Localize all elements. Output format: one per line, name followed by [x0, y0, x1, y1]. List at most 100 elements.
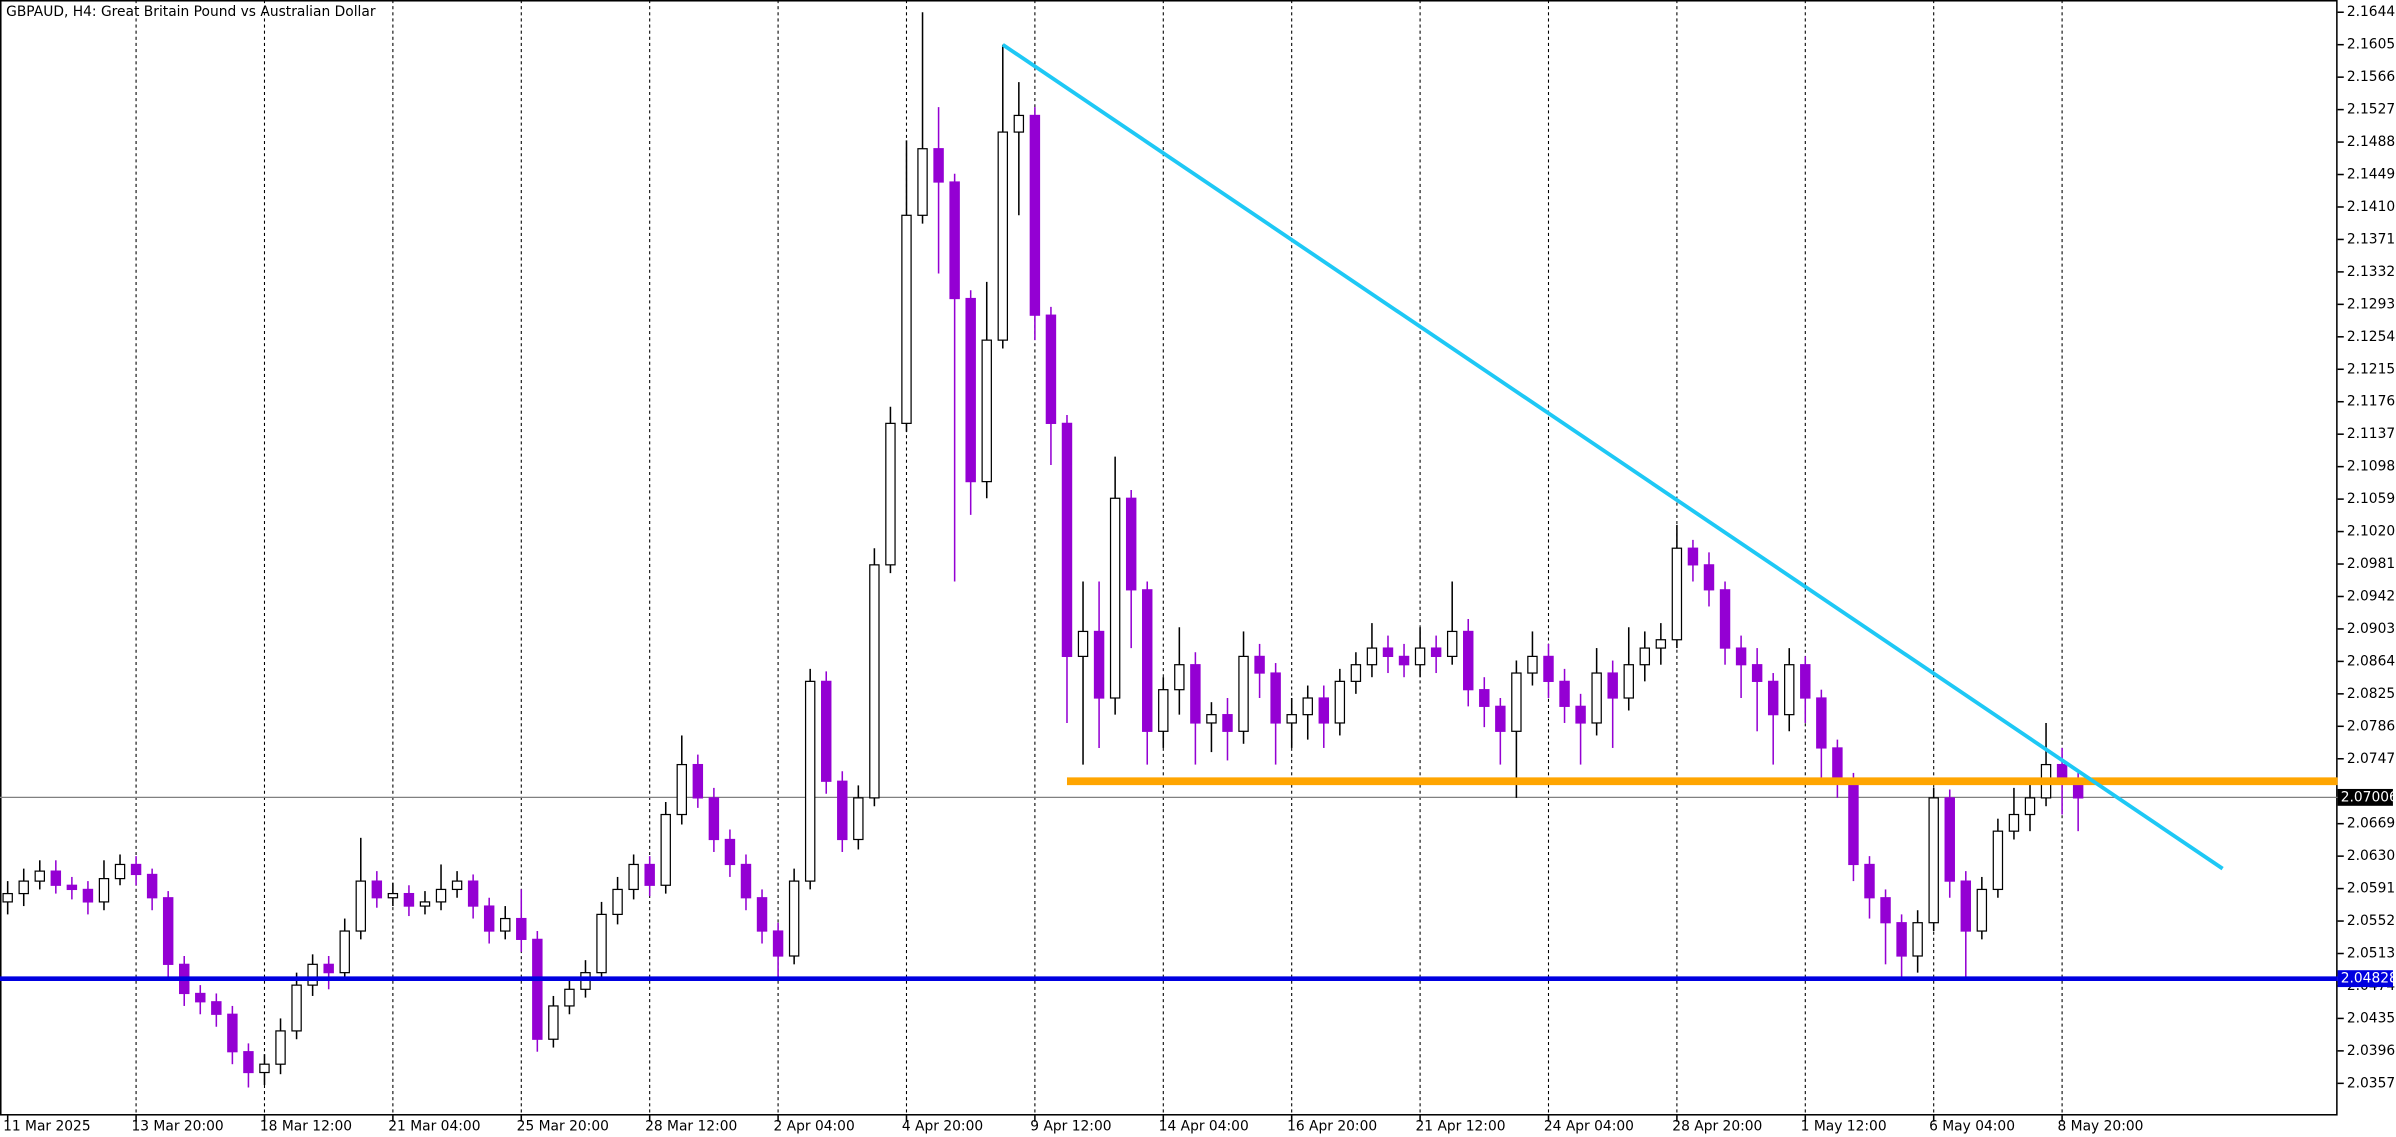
candle-body	[1270, 672, 1281, 724]
candle-body	[1575, 705, 1586, 724]
candle-body	[1767, 680, 1779, 716]
candle-body	[1463, 630, 1474, 691]
candle-body	[1912, 922, 1923, 957]
y-tick-label: 2.09810	[2347, 556, 2396, 572]
y-tick-label: 2.16440	[2347, 4, 2396, 20]
candle-body	[275, 1030, 286, 1065]
candle-body	[853, 797, 864, 841]
candle-body	[917, 148, 928, 216]
y-tick-label: 2.10200	[2347, 524, 2396, 540]
y-tick-label: 2.09030	[2347, 621, 2396, 637]
y-tick-label: 2.10980	[2347, 459, 2396, 475]
x-tick-label: 28 Mar 12:00	[645, 1118, 737, 1134]
candle-body	[1896, 922, 1907, 957]
candle-body	[1543, 655, 1554, 682]
candle-body	[1880, 897, 1891, 924]
candle-body	[1479, 689, 1490, 707]
candle-body	[1687, 547, 1699, 566]
candle-body	[1607, 672, 1618, 699]
candle-body	[949, 181, 960, 300]
candle-body	[1350, 664, 1362, 682]
candle-body	[467, 880, 479, 907]
candle-body	[869, 564, 880, 799]
candle-body	[885, 422, 896, 566]
x-tick-label: 21 Apr 12:00	[1415, 1118, 1505, 1134]
candle-body	[692, 763, 704, 799]
candle-body	[66, 884, 78, 891]
candle-body	[1158, 689, 1169, 732]
candle-body	[500, 917, 511, 932]
candle-body	[1976, 888, 1988, 932]
chart-title: GBPAUD, H4: Great Britain Pound vs Austr…	[6, 4, 376, 20]
candle-body	[532, 938, 543, 1040]
y-tick-label: 2.15270	[2347, 102, 2396, 118]
y-tick-label: 2.06690	[2347, 816, 2396, 832]
candle-body	[1511, 672, 1522, 732]
candle-body	[1960, 880, 1972, 932]
candle-body	[435, 888, 447, 903]
candle-body	[516, 917, 527, 940]
candle-body	[1992, 830, 2004, 891]
candle-body	[1655, 639, 1667, 649]
candle-body	[676, 763, 688, 816]
candle-body	[1784, 664, 1795, 716]
candle-body	[1719, 589, 1731, 649]
y-tick-label: 2.11760	[2347, 394, 2396, 410]
y-tick-label: 2.14100	[2347, 199, 2396, 215]
candle-body	[339, 930, 350, 974]
candle-body	[82, 888, 94, 903]
candle-body	[1623, 664, 1634, 699]
candle-body	[1398, 655, 1410, 666]
candle-body	[1414, 647, 1426, 666]
candle-body	[1735, 647, 1747, 666]
candle-body	[1077, 630, 1089, 658]
y-tick-label: 2.14490	[2347, 167, 2396, 183]
y-tick-label: 2.04350	[2347, 1010, 2396, 1026]
candle-body	[50, 870, 62, 886]
candle-body	[1254, 655, 1265, 674]
candle-body	[403, 892, 415, 907]
candle-body	[821, 680, 832, 782]
candle-body	[1703, 564, 1715, 591]
y-tick-label: 2.05520	[2347, 913, 2396, 929]
y-tick-label: 2.11370	[2347, 426, 2396, 442]
candle-body	[580, 972, 591, 990]
x-tick-label: 21 Mar 04:00	[388, 1118, 480, 1134]
x-tick-label: 28 Apr 20:00	[1672, 1118, 1762, 1134]
y-tick-label: 2.05130	[2347, 946, 2396, 962]
candle-body	[997, 131, 1009, 341]
candle-body	[1334, 680, 1346, 724]
y-tick-label: 2.13710	[2347, 231, 2396, 247]
y-tick-label: 2.06300	[2347, 848, 2396, 864]
y-tick-label: 2.08250	[2347, 686, 2396, 702]
candle-body	[387, 892, 399, 899]
candle-body	[1848, 780, 1859, 866]
candle-body	[1591, 672, 1602, 724]
x-tick-label: 18 Mar 12:00	[260, 1118, 352, 1134]
candle-body	[901, 214, 912, 424]
y-tick-label: 2.14880	[2347, 134, 2396, 150]
candle-body	[2, 892, 13, 903]
candle-body	[1013, 114, 1025, 133]
candle-body	[1816, 697, 1827, 749]
candle-body	[1238, 655, 1249, 732]
candle-body	[451, 880, 463, 891]
candle-body	[1751, 664, 1763, 682]
level-label-box	[2337, 970, 2393, 988]
candle-body	[130, 863, 142, 876]
candle-body	[1864, 863, 1875, 899]
candle-body	[644, 863, 655, 886]
candle-body	[1061, 422, 1073, 658]
x-tick-label: 16 Apr 20:00	[1287, 1118, 1377, 1134]
candle-body	[788, 880, 800, 957]
candle-body	[98, 877, 110, 903]
y-tick-label: 2.15660	[2347, 69, 2396, 85]
y-tick-label: 2.07470	[2347, 751, 2396, 767]
candle-body	[837, 780, 848, 841]
candle-body	[1832, 747, 1843, 782]
candle-body	[740, 863, 752, 899]
y-tick-label: 2.03570	[2347, 1075, 2396, 1091]
candle-body	[804, 680, 816, 882]
candle-body	[660, 813, 671, 886]
